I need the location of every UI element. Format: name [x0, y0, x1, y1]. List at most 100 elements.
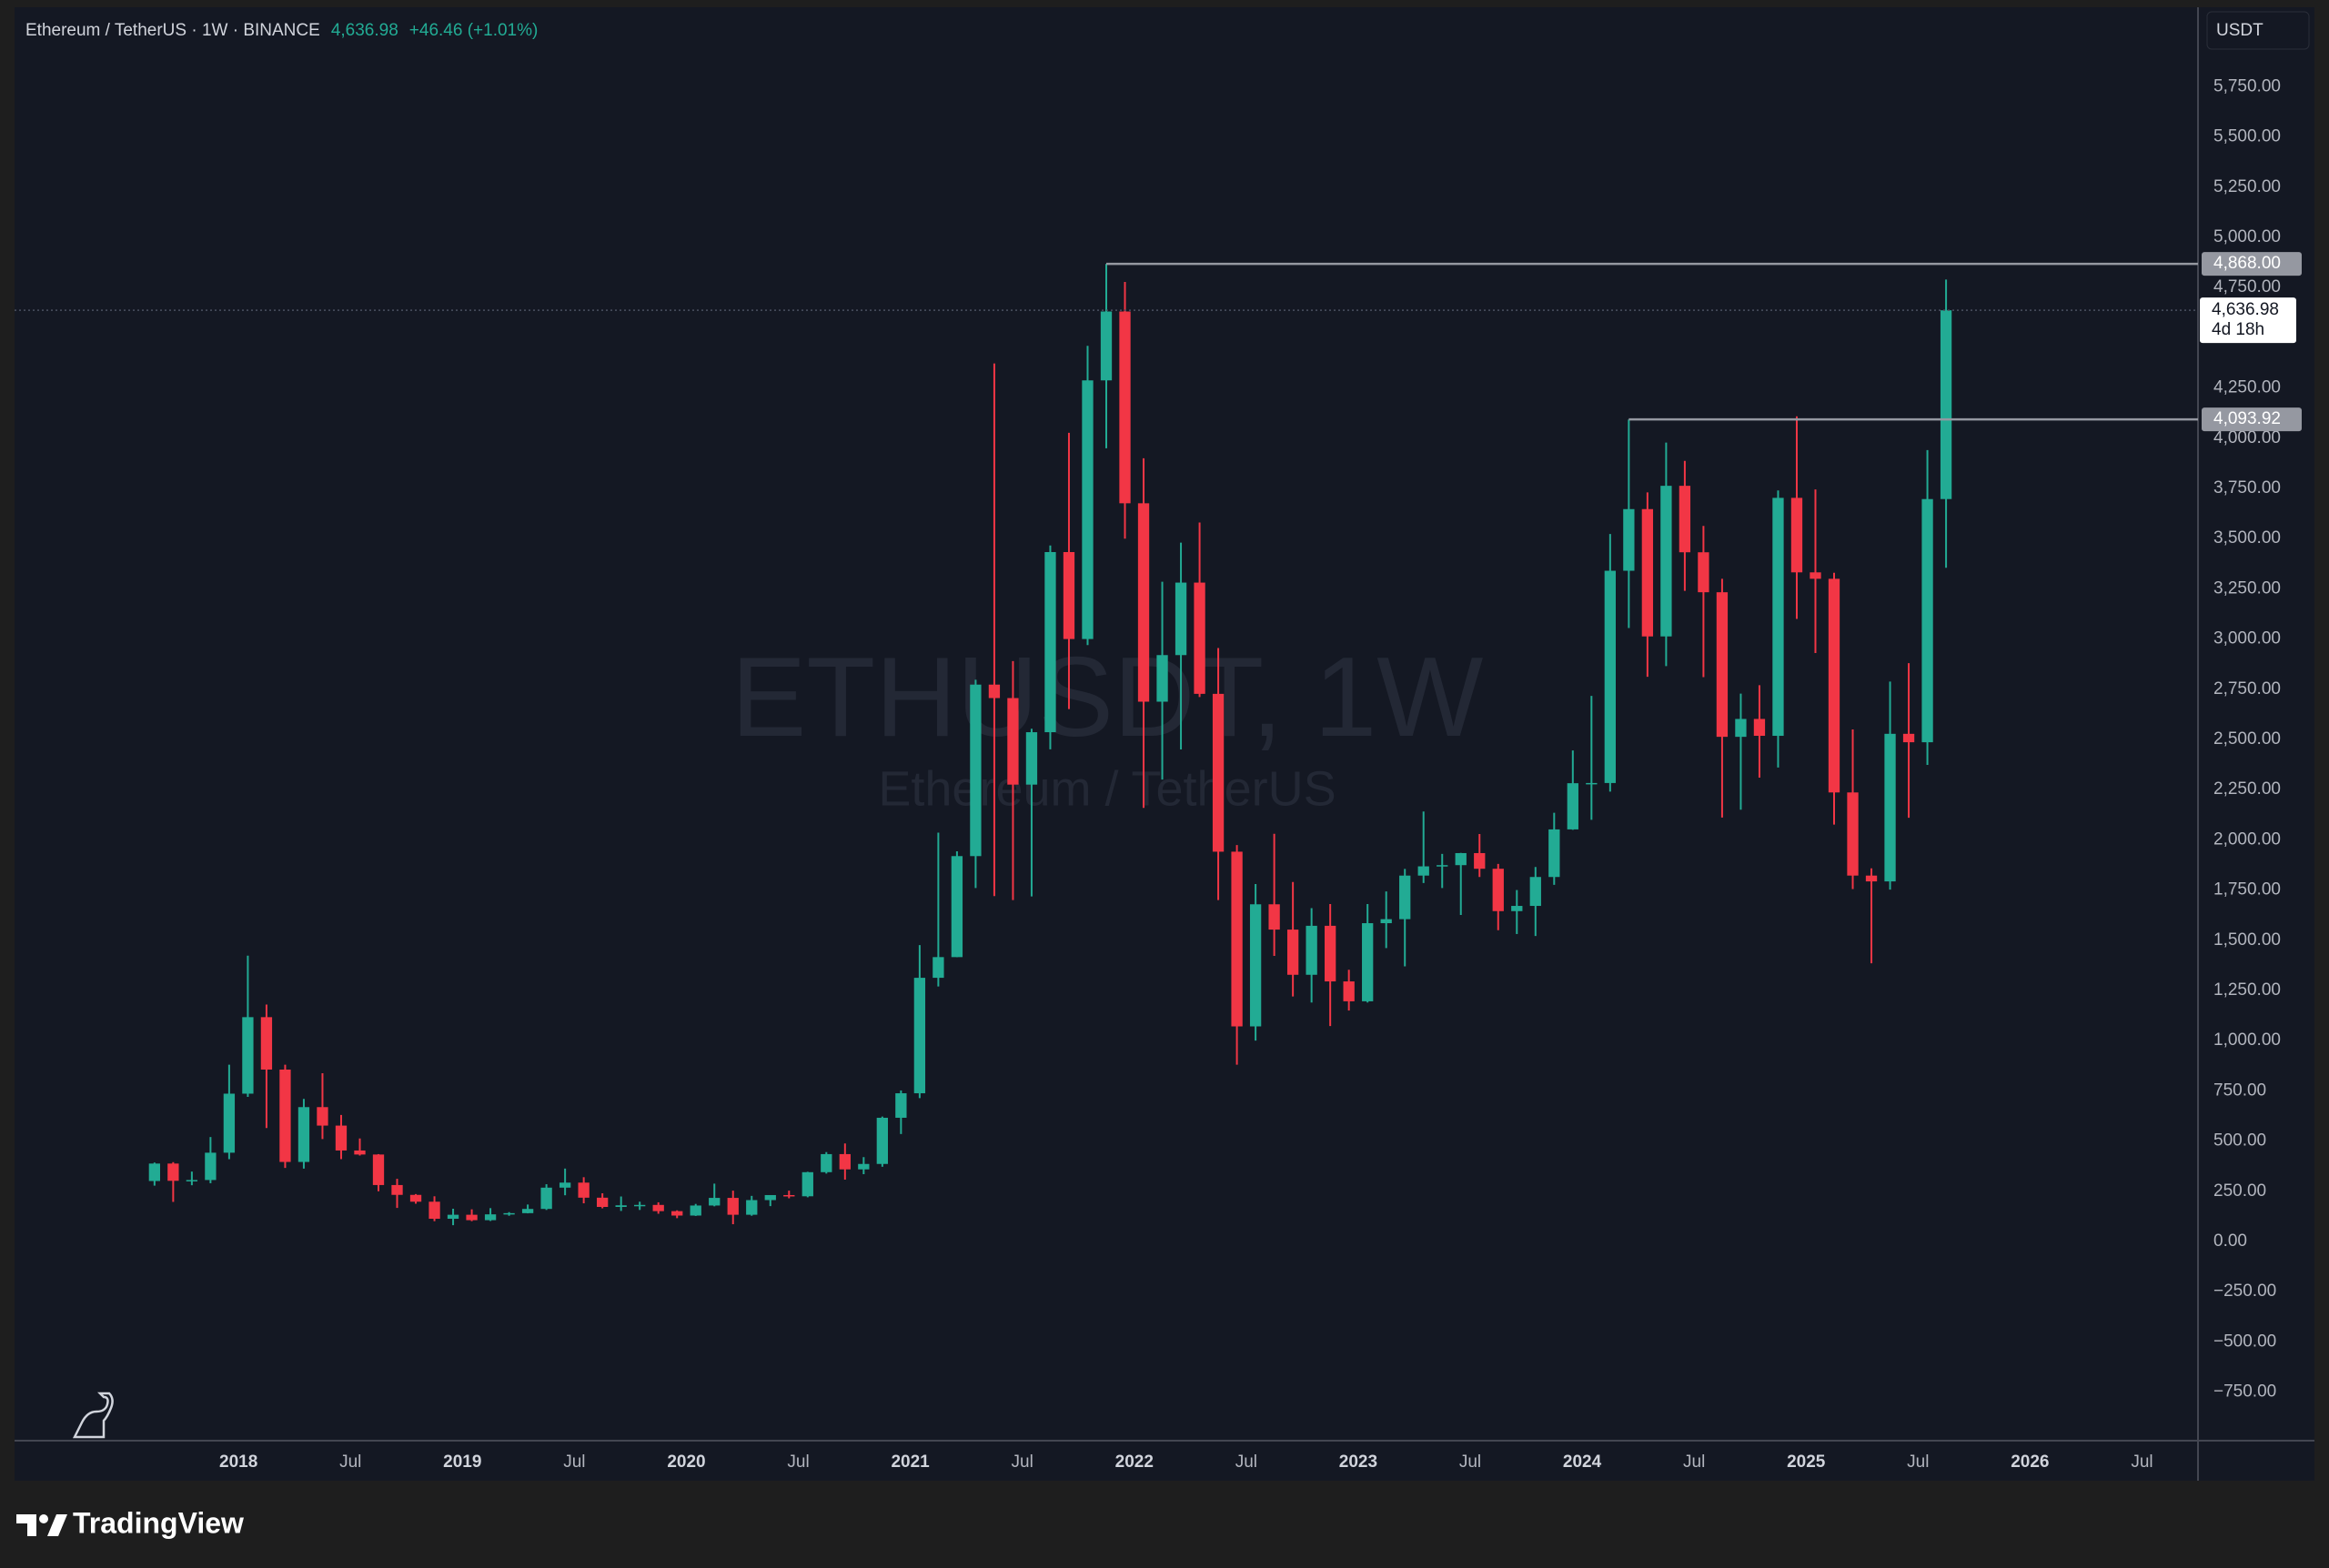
candle-body — [1641, 508, 1654, 637]
candle-body — [839, 1153, 851, 1170]
candle-body — [1921, 498, 1933, 743]
candle-body — [1007, 698, 1019, 785]
y-tick-label: −750.00 — [2213, 1382, 2276, 1402]
candle-body — [391, 1184, 403, 1195]
candle-body — [578, 1182, 590, 1198]
x-tick-label: Jul — [1235, 1452, 1257, 1472]
logo-slash — [47, 1514, 67, 1536]
candle-body — [317, 1107, 328, 1126]
candle-body — [1902, 733, 1915, 743]
candle-body — [1063, 552, 1075, 639]
y-tick-label: 500.00 — [2213, 1131, 2266, 1151]
candle-body — [876, 1117, 888, 1164]
x-tick-label: Jul — [787, 1452, 809, 1472]
logo-dot — [39, 1514, 48, 1523]
candle-body — [409, 1194, 422, 1202]
currency-button[interactable] — [2206, 11, 2310, 50]
dino-icon — [72, 1392, 114, 1439]
y-tick-label: 2,000.00 — [2213, 829, 2281, 849]
countdown-label: 4d 18h — [2212, 320, 2264, 339]
x-tick-label: 2022 — [1115, 1452, 1154, 1472]
candle-body — [988, 684, 1001, 699]
candle-body — [821, 1153, 832, 1172]
candle-body — [1529, 877, 1541, 907]
candle-body — [1810, 572, 1821, 579]
candle-body — [1548, 829, 1560, 878]
candle-body — [1735, 719, 1747, 738]
candle-body — [652, 1204, 664, 1211]
candle-body — [783, 1194, 795, 1197]
watermark: ETHUSDT, 1W — [731, 635, 1484, 760]
y-tick-label: 3,750.00 — [2213, 478, 2281, 498]
candle-body — [802, 1171, 813, 1197]
x-tick-label: Jul — [563, 1452, 585, 1472]
candle-body — [1417, 866, 1429, 876]
y-tick-label: 3,250.00 — [2213, 578, 2281, 598]
candle-body — [1249, 904, 1262, 1027]
candle-body — [1772, 498, 1784, 737]
candle-body — [1156, 655, 1168, 702]
candle-body — [1343, 981, 1355, 1001]
candle-body — [1586, 782, 1598, 785]
y-tick-label: −250.00 — [2213, 1282, 2276, 1301]
candle-body — [690, 1205, 701, 1216]
watermark-subtitle: Ethereum / TetherUS — [878, 761, 1336, 816]
candle-body — [1212, 693, 1225, 852]
x-tick-label: Jul — [1012, 1452, 1033, 1472]
candle-body — [242, 1017, 254, 1094]
candle-body — [205, 1152, 217, 1181]
candle-body — [1137, 503, 1150, 702]
level-label-box — [2202, 252, 2302, 276]
candle-body — [913, 978, 926, 1094]
candle-body — [858, 1163, 870, 1170]
x-tick-label: Jul — [1907, 1452, 1929, 1472]
candle-body — [1362, 923, 1374, 1001]
candle-body — [1847, 792, 1859, 876]
candle-body — [1679, 486, 1691, 553]
x-tick-label: 2019 — [443, 1452, 481, 1472]
candle-body — [615, 1205, 627, 1208]
x-tick-label: 2025 — [1787, 1452, 1826, 1472]
x-tick-label: Jul — [1459, 1452, 1481, 1472]
y-tick-label: 3,000.00 — [2213, 629, 2281, 648]
candle-body — [1268, 904, 1280, 930]
currency-button-label[interactable]: USDT — [2216, 21, 2263, 40]
candle-body — [1044, 552, 1056, 733]
chart-background — [15, 7, 2314, 1481]
y-tick-label: 4,000.00 — [2213, 428, 2281, 447]
y-tick-label: 2,250.00 — [2213, 779, 2281, 799]
candle-body — [1716, 592, 1729, 738]
candle-body — [186, 1180, 198, 1181]
candle-body — [951, 856, 963, 958]
candle-body — [297, 1107, 310, 1162]
candle-body — [503, 1212, 515, 1215]
candle-body — [1100, 311, 1113, 381]
candle-body — [671, 1211, 683, 1216]
candle-body — [428, 1201, 440, 1220]
candle-body — [223, 1093, 236, 1153]
candle-body — [597, 1197, 609, 1208]
candle-body — [1940, 310, 1952, 499]
y-tick-label: 4,250.00 — [2213, 378, 2281, 397]
candle-body — [447, 1214, 459, 1220]
brand-name: TradingView — [73, 1506, 244, 1539]
y-tick-label: −500.00 — [2213, 1332, 2276, 1351]
candle-body — [1455, 852, 1467, 866]
y-tick-label: 750.00 — [2213, 1081, 2266, 1100]
x-tick-label: 2026 — [2011, 1452, 2049, 1472]
candle-body — [335, 1125, 348, 1151]
candle-body — [746, 1200, 758, 1215]
candle-body — [521, 1209, 534, 1213]
candle-body — [260, 1017, 273, 1070]
x-tick-label: Jul — [2131, 1452, 2153, 1472]
x-tick-label: Jul — [339, 1452, 361, 1472]
x-tick-label: 2023 — [1339, 1452, 1377, 1472]
y-tick-label: 5,250.00 — [2213, 177, 2281, 196]
y-tick-label: 2,500.00 — [2213, 729, 2281, 749]
last-price-label: 4,636.98 — [2212, 300, 2279, 319]
candle-body — [1790, 498, 1803, 573]
candle-body — [1623, 508, 1635, 571]
y-tick-label: 2,750.00 — [2213, 679, 2281, 699]
candle-body — [1399, 875, 1411, 920]
